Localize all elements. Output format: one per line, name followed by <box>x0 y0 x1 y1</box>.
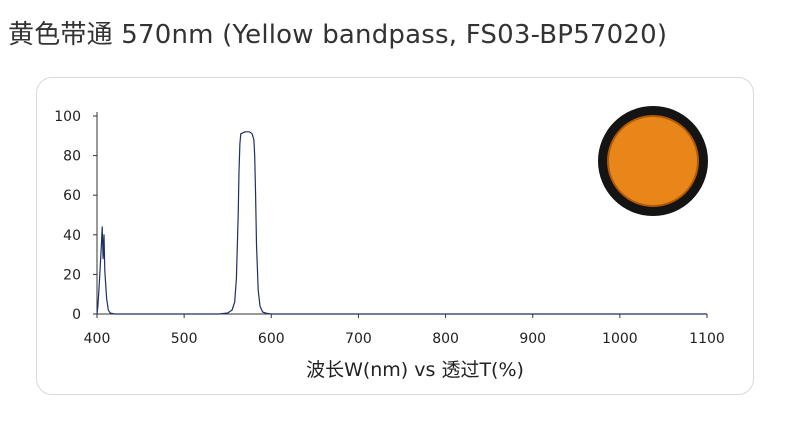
x-tick-label: 700 <box>345 331 372 347</box>
transmission-curve <box>96 131 707 315</box>
x-axis-label: 波长W(nm) vs 透过T(%) <box>306 359 524 381</box>
chart-series <box>96 131 707 315</box>
y-tick-label: 80 <box>63 149 81 165</box>
page-title: 黄色带通 570nm (Yellow bandpass, FS03-BP5702… <box>8 20 668 50</box>
x-tick-label: 1100 <box>689 331 725 347</box>
x-tick-label: 900 <box>519 331 546 347</box>
y-tick-label: 20 <box>63 267 81 283</box>
x-tick-label: 1000 <box>602 331 638 347</box>
chart-ticks: 400 500 600 700 800 900 1000 1100 0 20 40 60 80 100 <box>54 109 725 347</box>
x-tick-label: 500 <box>171 331 198 347</box>
x-tick-label: 600 <box>258 331 285 347</box>
y-tick-label: 40 <box>63 228 81 244</box>
y-tick-label: 60 <box>63 188 81 204</box>
y-tick-label: 0 <box>72 307 81 323</box>
x-tick-label: 800 <box>432 331 459 347</box>
y-tick-label: 100 <box>54 109 81 125</box>
x-tick-label: 400 <box>84 331 111 347</box>
orange-filter-image <box>598 106 708 216</box>
